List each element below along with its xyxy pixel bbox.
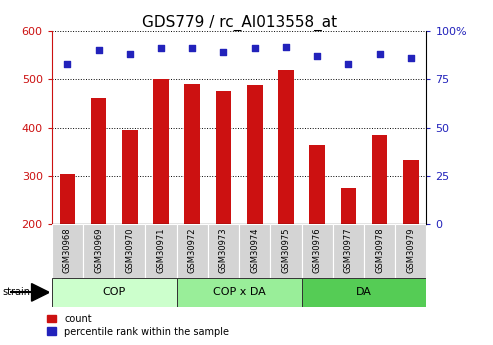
Bar [333,224,364,278]
Text: GSM30976: GSM30976 [313,227,321,273]
Text: GSM30979: GSM30979 [406,227,415,273]
Text: COP: COP [103,287,126,297]
Bar [302,278,426,307]
Text: DA: DA [356,287,372,297]
Point [188,46,196,51]
Bar [403,160,419,224]
Text: GSM30974: GSM30974 [250,227,259,273]
Bar [247,85,262,224]
Point [126,51,134,57]
Bar [91,98,106,224]
Text: GSM30977: GSM30977 [344,227,353,273]
Point [219,50,227,55]
Bar [372,135,387,224]
Text: GSM30975: GSM30975 [282,227,290,273]
Bar [341,188,356,224]
Bar [239,224,270,278]
Text: GSM30972: GSM30972 [188,227,197,273]
Bar [270,224,302,278]
Text: strain: strain [2,287,31,297]
Text: GSM30970: GSM30970 [125,227,134,273]
Bar [395,224,426,278]
Bar [145,224,176,278]
Bar [60,174,75,224]
Title: GDS779 / rc_AI013558_at: GDS779 / rc_AI013558_at [141,15,337,31]
Legend: count, percentile rank within the sample: count, percentile rank within the sample [47,314,229,337]
Point [313,53,321,59]
Bar [52,278,176,307]
Point [407,55,415,61]
Bar [176,278,302,307]
Text: GSM30969: GSM30969 [94,227,103,273]
Bar [364,224,395,278]
Point [157,46,165,51]
Bar [52,224,83,278]
Bar [153,79,169,224]
Bar [122,130,138,224]
Text: GSM30968: GSM30968 [63,227,72,273]
Bar [184,84,200,224]
Bar [216,91,231,224]
Text: GSM30978: GSM30978 [375,227,384,273]
Text: GSM30971: GSM30971 [157,227,166,273]
Point [64,61,71,67]
Point [95,48,103,53]
Bar [302,224,333,278]
Point [282,44,290,49]
Point [345,61,352,67]
Polygon shape [32,284,49,301]
Text: COP x DA: COP x DA [213,287,265,297]
Bar [278,70,294,224]
Point [251,46,259,51]
Bar [83,224,114,278]
Point [376,51,384,57]
Bar [114,224,145,278]
Bar [310,145,325,224]
Text: GSM30973: GSM30973 [219,227,228,273]
Bar [176,224,208,278]
Bar [208,224,239,278]
